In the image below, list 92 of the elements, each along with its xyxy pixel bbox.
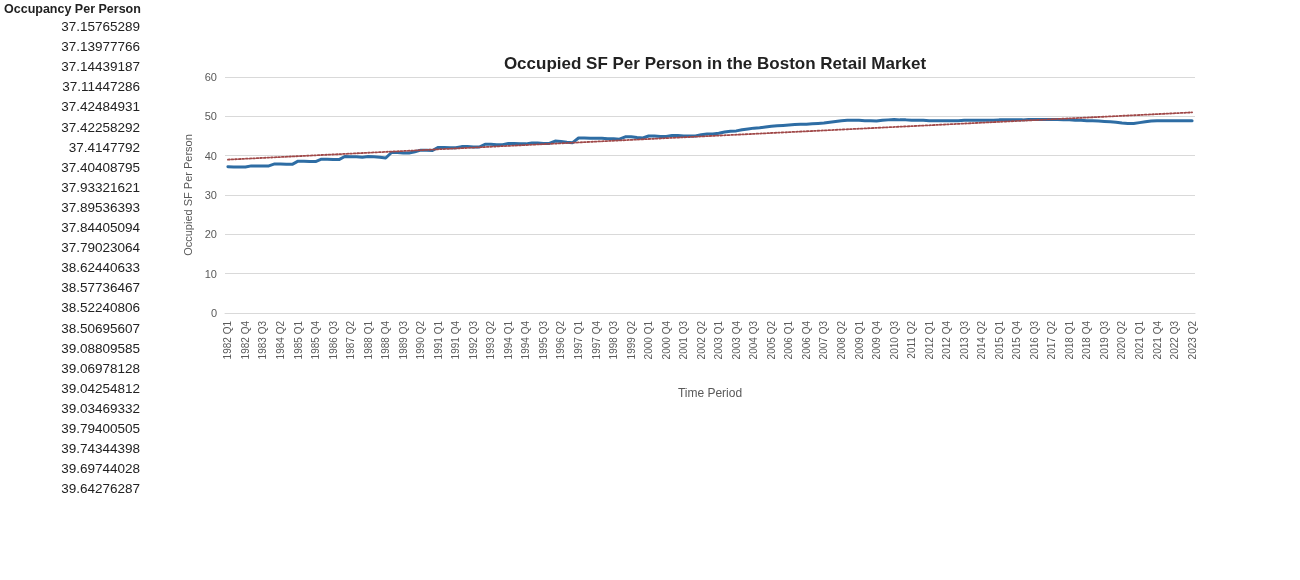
text: 39.74344398 — [61, 440, 140, 459]
x-tick-label: 2018 Q4 — [1081, 320, 1093, 360]
text: 39.79400505 — [61, 420, 140, 438]
text: 37.4147792 — [68, 138, 140, 157]
text: 39.69744028 — [61, 460, 140, 479]
x-tick-label: 1986 Q3 — [327, 320, 339, 360]
x-tick-label: 1982 Q1 — [222, 320, 234, 360]
x-tick-label: 2009 Q1 — [853, 320, 865, 360]
x-tick-label: 2009 Q4 — [871, 320, 883, 360]
x-tick-label: 1994 Q4 — [520, 320, 532, 360]
x-tick-label: 1982 Q4 — [239, 320, 251, 360]
text: 38.50695607 — [61, 319, 140, 338]
x-tick-label: 2005 Q2 — [765, 320, 777, 360]
y-tick-label: 40 — [204, 149, 217, 162]
x-tick-label: 2020 Q2 — [1116, 320, 1128, 360]
text: 37.79023064 — [61, 239, 140, 258]
x-tick-label: 2004 Q3 — [748, 320, 760, 360]
x-tick-label: 1988 Q4 — [380, 320, 392, 360]
x-tick-label: 1984 Q2 — [275, 320, 287, 360]
y-tick-label: 60 — [204, 71, 217, 83]
x-tick-label: 2003 Q4 — [730, 320, 742, 360]
x-axis-title: Time Period — [677, 386, 743, 400]
x-tick-label: 2013 Q3 — [958, 320, 970, 360]
x-tick-label: 2023 Q2 — [1186, 320, 1198, 360]
x-tick-label: 1989 Q3 — [397, 320, 409, 360]
x-tick-label: 2015 Q1 — [993, 320, 1005, 360]
x-tick-label: 2006 Q4 — [800, 320, 812, 360]
x-tick-label: 1987 Q2 — [345, 320, 357, 360]
y-axis-title: Occupied SF Per Person — [182, 134, 195, 256]
text: 39.06978128 — [61, 359, 140, 378]
x-tick-label: 1997 Q4 — [590, 320, 602, 360]
x-tick-label: 2010 Q3 — [888, 320, 900, 360]
line-series — [226, 117, 1194, 169]
x-tick-label: 1999 Q2 — [625, 320, 637, 360]
x-tick-label: 2000 Q4 — [660, 320, 672, 360]
x-tick-label: 2021 Q4 — [1151, 320, 1163, 360]
x-tick-label: 2001 Q3 — [678, 320, 690, 360]
text: 38.57736467 — [61, 279, 140, 298]
x-tick-label: 1993 Q2 — [485, 320, 497, 360]
x-tick-label: 1990 Q2 — [415, 320, 427, 360]
x-tick-label: 2016 Q3 — [1028, 320, 1040, 360]
x-tick-label: 1996 Q2 — [555, 320, 567, 360]
y-tick-label: 30 — [204, 189, 217, 201]
text: 39.03469332 — [61, 399, 140, 418]
x-tick-label: 1985 Q1 — [292, 320, 304, 360]
x-tick-label: 1991 Q4 — [450, 320, 462, 360]
text: 37.84405094 — [61, 219, 140, 237]
text: 37.14439187 — [61, 58, 140, 77]
x-tick-label: 1991 Q1 — [432, 320, 444, 360]
chart-title: Occupied SF Per Person in the Boston Retail Market — [503, 54, 927, 73]
x-tick-label: 2019 Q3 — [1098, 320, 1110, 360]
text: Occupancy Per Person — [4, 2, 141, 16]
x-tick-label: 1995 Q3 — [537, 320, 549, 360]
x-tick-label: 2008 Q2 — [835, 320, 847, 360]
text: 39.64276287 — [61, 480, 140, 499]
x-tick-label: 2014 Q2 — [976, 320, 988, 360]
x-tick-label: 2006 Q1 — [783, 320, 795, 360]
x-tick-label: 1985 Q4 — [310, 320, 322, 360]
x-tick-label: 1983 Q3 — [257, 320, 269, 360]
x-tick-label: 2007 Q3 — [818, 320, 830, 360]
text: 38.62440633 — [61, 259, 140, 278]
x-tick-label: 2012 Q4 — [941, 320, 953, 360]
text: 37.93321621 — [61, 178, 140, 197]
x-tick-label: 2017 Q2 — [1046, 320, 1058, 360]
text: 37.40408795 — [61, 158, 140, 177]
x-tick-label: 2003 Q1 — [713, 320, 725, 360]
text: 39.08809585 — [61, 339, 140, 358]
text: 37.42258292 — [61, 118, 140, 137]
text: 37.42484931 — [61, 98, 140, 117]
y-tick-label: 20 — [204, 228, 217, 241]
text: 37.13977766 — [61, 38, 140, 57]
x-tick-label: 2022 Q3 — [1169, 320, 1181, 360]
x-tick-label: 2018 Q1 — [1063, 320, 1075, 360]
text: 37.15765289 — [61, 18, 140, 36]
x-tick-label: 2011 Q2 — [906, 320, 918, 359]
text: 38.52240806 — [61, 299, 140, 318]
x-tick-label: 2012 Q1 — [923, 320, 935, 360]
x-tick-label: 1988 Q1 — [362, 320, 374, 360]
y-tick-label: 10 — [204, 267, 217, 280]
y-tick-label: 0 — [210, 307, 217, 319]
y-tick-label: 50 — [204, 110, 217, 123]
x-tick-label: 1998 Q3 — [608, 320, 620, 360]
x-tick-label: 2015 Q4 — [1011, 320, 1023, 360]
x-tick-label: 2021 Q1 — [1133, 320, 1145, 360]
x-tick-label: 1994 Q1 — [502, 320, 514, 360]
x-tick-label: 1997 Q1 — [573, 320, 585, 360]
text: 39.04254812 — [61, 379, 140, 398]
x-tick-label: 2000 Q1 — [643, 320, 655, 360]
x-tick-label: 2002 Q2 — [695, 320, 707, 360]
text: 37.89536393 — [61, 198, 140, 217]
text: 37.11447286 — [62, 78, 140, 97]
x-tick-label: 1992 Q3 — [467, 320, 479, 360]
